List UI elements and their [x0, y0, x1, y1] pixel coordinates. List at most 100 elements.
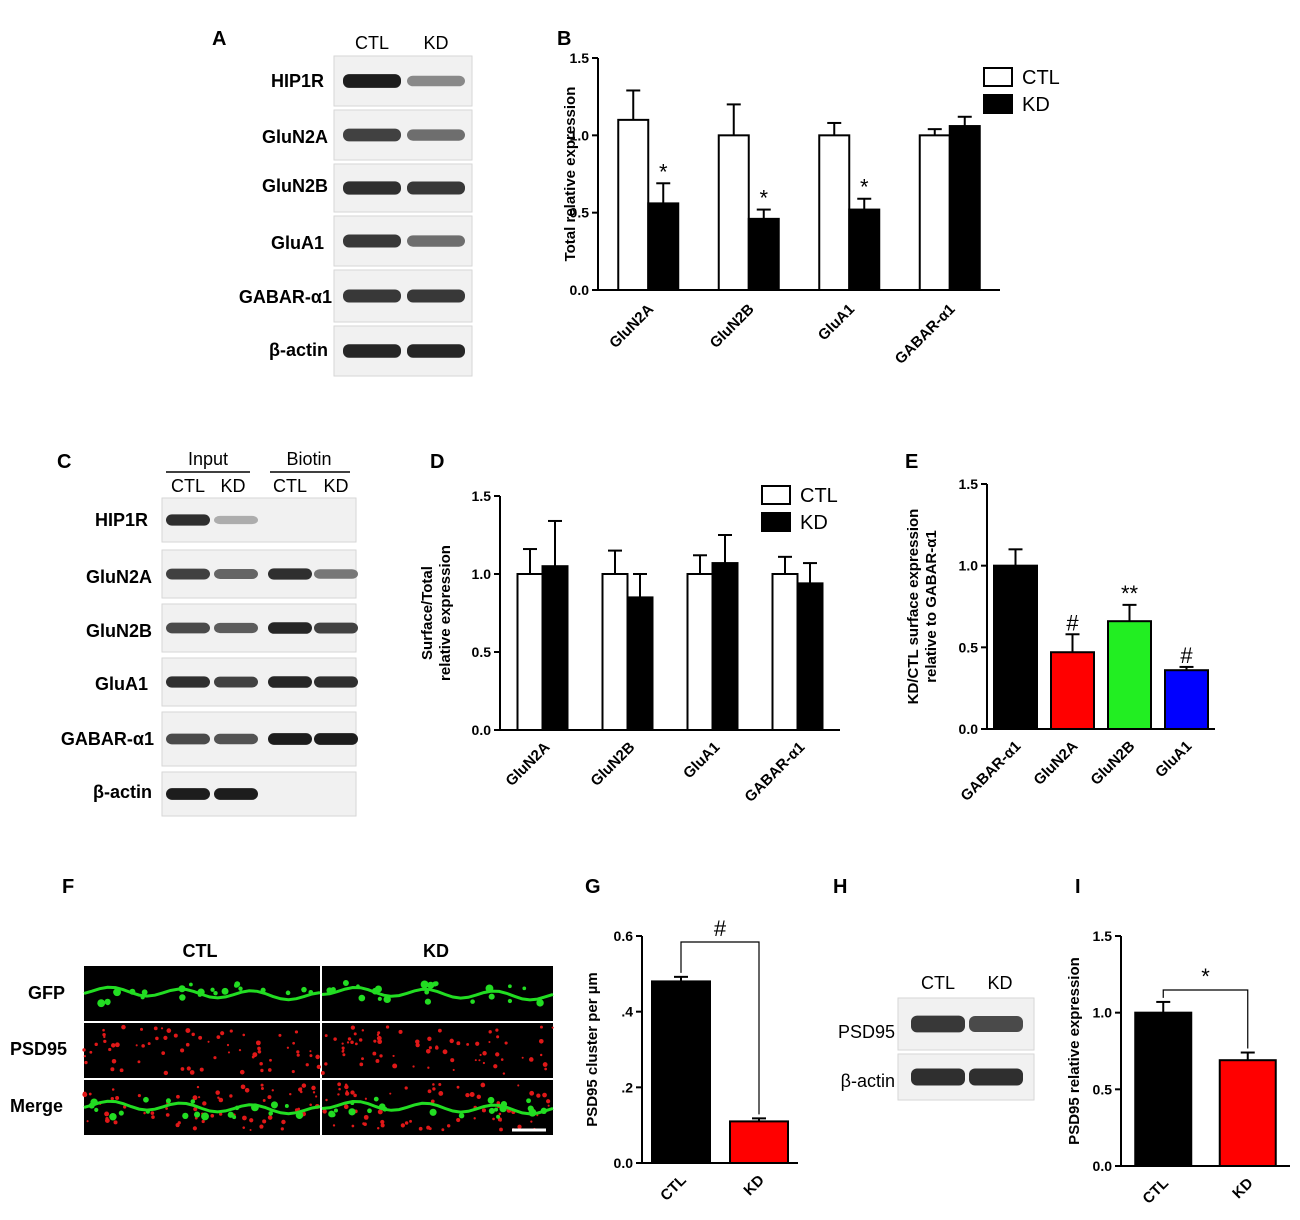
puncta: [404, 1086, 408, 1090]
spine: [356, 984, 360, 988]
puncta: [546, 1099, 551, 1104]
puncta: [104, 1111, 110, 1117]
spine: [458, 1112, 465, 1119]
blot-row-label: GluN2A: [262, 127, 328, 147]
blot-band: [407, 344, 465, 358]
bar: [516, 573, 544, 731]
x-tick-label: GluN2B: [587, 739, 638, 790]
puncta: [400, 1123, 405, 1128]
puncta: [377, 1109, 383, 1115]
puncta: [350, 1090, 355, 1095]
puncta: [325, 1098, 328, 1102]
puncta: [292, 1041, 296, 1045]
puncta: [198, 1035, 203, 1040]
puncta: [191, 1032, 195, 1037]
puncta: [502, 1072, 506, 1075]
spine: [488, 1107, 495, 1114]
spine: [270, 1101, 278, 1109]
puncta: [229, 1094, 233, 1098]
puncta: [137, 1060, 141, 1064]
puncta: [286, 1046, 290, 1049]
spine: [507, 998, 513, 1004]
western-blot-c: Input Biotin CTL KD CTL KD HIP1R GluN2A …: [61, 449, 358, 817]
puncta: [347, 1037, 352, 1041]
puncta: [446, 1124, 451, 1128]
puncta: [94, 1042, 98, 1047]
micrograph-panel-f: CTL KD GFP PSD95 Merge: [10, 941, 554, 1135]
spine: [493, 1107, 499, 1112]
puncta: [428, 1127, 432, 1131]
y-tick-label: 0.5: [1093, 1081, 1113, 1097]
blot-band: [214, 622, 258, 634]
spine: [227, 1111, 234, 1118]
puncta: [450, 1058, 455, 1063]
puncta: [201, 1119, 205, 1124]
spine: [234, 1105, 240, 1111]
spine: [141, 989, 148, 996]
blot-row-label: β-actin: [269, 340, 328, 360]
spine: [113, 988, 121, 997]
puncta: [547, 1104, 550, 1107]
puncta: [309, 1050, 312, 1053]
puncta: [475, 1041, 480, 1046]
puncta: [262, 1099, 266, 1102]
blot-band: [268, 676, 312, 688]
puncta: [432, 1083, 435, 1086]
puncta: [110, 1067, 115, 1072]
puncta: [309, 1103, 312, 1107]
puncta: [404, 1121, 409, 1125]
micrograph-row-label: GFP: [28, 983, 65, 1003]
puncta: [380, 1123, 385, 1128]
puncta: [324, 1034, 328, 1038]
puncta: [242, 1126, 246, 1129]
puncta: [269, 1058, 272, 1062]
blot-row-label: GluN2B: [262, 176, 328, 196]
significance-marker: #: [1180, 643, 1193, 668]
puncta: [434, 1046, 439, 1050]
dendrite: [321, 985, 554, 1002]
puncta: [110, 1096, 114, 1101]
puncta: [530, 1120, 533, 1123]
lane-label-kd: KD: [323, 476, 348, 496]
puncta: [249, 1118, 254, 1123]
puncta: [210, 1113, 215, 1118]
spine: [308, 989, 314, 995]
blot-band: [314, 622, 358, 634]
bar: [747, 217, 780, 291]
puncta: [377, 1039, 383, 1045]
blot-band: [268, 622, 312, 634]
puncta: [217, 1096, 220, 1099]
puncta: [488, 1030, 492, 1034]
puncta: [257, 1046, 261, 1051]
puncta: [255, 1040, 261, 1046]
blot-row-label: HIP1R: [95, 510, 148, 530]
blot-row-label: GluA1: [271, 233, 324, 253]
puncta: [180, 1048, 185, 1053]
puncta: [219, 1112, 223, 1116]
y-axis-label: Surface/Total: [419, 566, 436, 660]
blot-band: [407, 129, 465, 141]
spine: [295, 1111, 304, 1119]
puncta: [186, 1066, 191, 1071]
puncta: [289, 1092, 292, 1096]
significance-marker: #: [714, 916, 727, 941]
spine: [109, 1113, 117, 1121]
puncta: [280, 1127, 284, 1131]
lane-label-ctl: CTL: [273, 476, 307, 496]
spine: [377, 996, 382, 1001]
bar: [948, 125, 981, 292]
puncta: [500, 1058, 504, 1061]
puncta: [281, 1119, 286, 1125]
puncta: [104, 1118, 110, 1124]
significance-marker: *: [659, 159, 668, 184]
puncta: [542, 1062, 548, 1067]
panel-letter-h: H: [833, 876, 847, 898]
puncta: [351, 1124, 355, 1128]
puncta: [89, 1050, 93, 1054]
puncta: [141, 1044, 145, 1048]
puncta: [488, 1040, 491, 1044]
puncta: [143, 1111, 146, 1115]
puncta: [344, 1091, 350, 1096]
puncta: [538, 1038, 544, 1044]
spine: [105, 1000, 111, 1006]
